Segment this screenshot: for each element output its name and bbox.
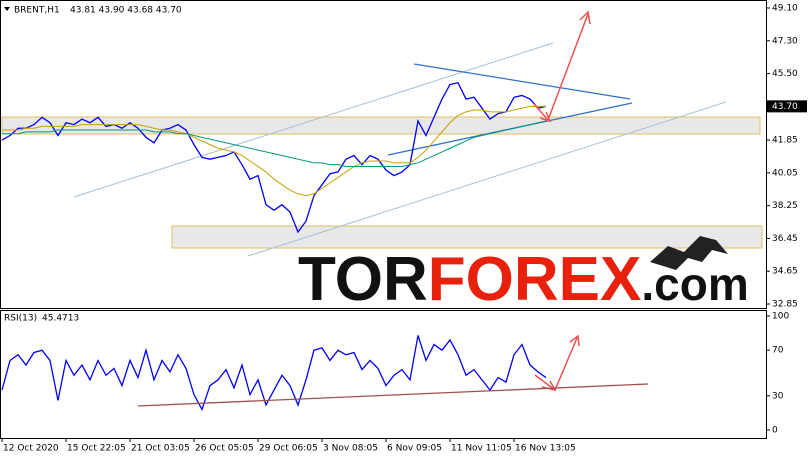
y-tick-label: 36.45 [772, 234, 798, 244]
rsi-panel [0, 310, 767, 439]
y-tick-label: 41.85 [772, 136, 798, 146]
y-tick-label: 70 [772, 346, 784, 356]
watermark-part: TOR [298, 245, 428, 314]
rsi-title: RSI(13) [4, 314, 37, 324]
y-tick-label: 40.05 [772, 168, 798, 178]
x-tick-label: 26 Oct 05:05 [195, 444, 254, 454]
y-tick-label: 38.25 [772, 201, 798, 211]
menu-icon [4, 7, 10, 11]
series-line [1, 335, 547, 412]
rsi-value: 45.4713 [42, 314, 79, 324]
channel-line [73, 42, 554, 198]
x-tick-label: 11 Nov 11:05 [451, 444, 512, 454]
y-tick-label: 0 [772, 426, 778, 436]
ohlc-info: 43.81 43.90 43.68 43.70 [70, 6, 182, 16]
data-layer [1, 81, 547, 412]
y-tick-label: 32.85 [772, 299, 798, 309]
y-tick-label: 34.65 [772, 267, 798, 277]
watermark-part: FOREX [428, 245, 642, 314]
watermark: TORFOREX.com [298, 245, 749, 314]
x-tick-label: 15 Oct 22:05 [67, 444, 126, 454]
x-tick-label: 21 Oct 03:05 [131, 444, 190, 454]
zone [171, 225, 763, 249]
watermark-part: .com [641, 258, 748, 310]
zone [1, 116, 761, 135]
series-line [1, 81, 547, 234]
y-tick-label: 100 [772, 312, 789, 322]
y-tick-label: 49.10 [772, 4, 798, 14]
chart-title: BRENT,H1 [14, 6, 60, 16]
y-tick-label: 43.70 [772, 102, 798, 112]
price-marker [767, 100, 807, 113]
x-tick-label: 29 Oct 06:05 [259, 444, 318, 454]
y-tick-label: 30 [772, 391, 784, 401]
y-tick-label: 47.30 [772, 36, 798, 46]
channel-line [247, 101, 727, 257]
x-tick-label: 3 Nov 08:05 [323, 444, 378, 454]
series-line [2, 120, 547, 167]
y-tick-label: 45.50 [772, 69, 798, 79]
x-tick-label: 6 Nov 09:05 [387, 444, 442, 454]
x-tick-label: 16 Nov 13:05 [515, 444, 576, 454]
x-tick-label: 12 Oct 2020 [3, 444, 59, 454]
triangle-line [413, 63, 631, 100]
rsi-trendline [137, 383, 649, 407]
bull-icon [650, 236, 728, 270]
series-line [2, 105, 546, 197]
price-panel [0, 0, 767, 309]
